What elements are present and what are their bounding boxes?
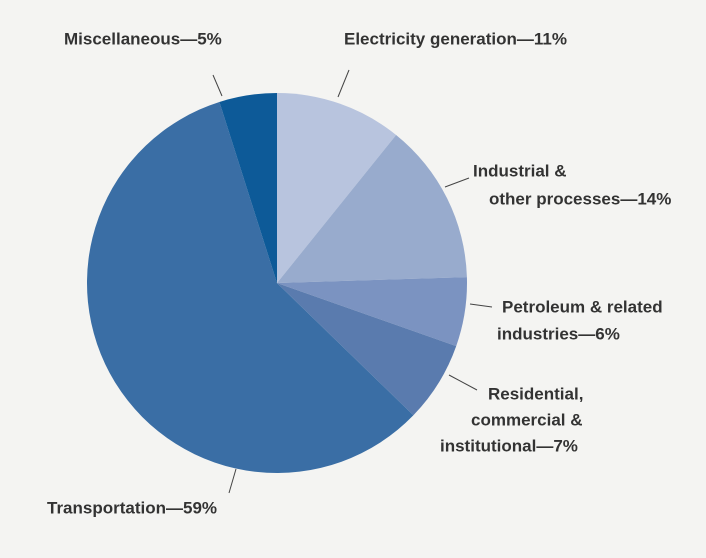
pie-slice — [277, 283, 457, 416]
slice-label: Industrial & — [473, 161, 567, 180]
leader-line — [337, 69, 350, 98]
pie-slice — [277, 277, 467, 347]
slice-label: Miscellaneous—5% — [64, 29, 222, 48]
pie-slice — [277, 93, 397, 283]
pie-slice — [219, 93, 277, 283]
slice-label: Residential, — [488, 384, 583, 403]
slice-label: Transportation—59% — [47, 498, 217, 517]
slice-label: institutional—7% — [440, 436, 578, 455]
pie-slice — [277, 134, 467, 283]
pie-slice — [87, 101, 414, 474]
slice-label: industries—6% — [497, 324, 620, 343]
leader-line — [448, 374, 478, 391]
leader-line — [212, 74, 223, 97]
leader-line — [469, 303, 493, 308]
leader-line — [444, 177, 470, 188]
slice-label: other processes—14% — [489, 189, 671, 208]
leader-line — [228, 468, 237, 494]
slice-label: commercial & — [471, 410, 583, 429]
slice-label: Petroleum & related — [502, 297, 663, 316]
slice-label: Electricity generation—11% — [344, 29, 567, 48]
